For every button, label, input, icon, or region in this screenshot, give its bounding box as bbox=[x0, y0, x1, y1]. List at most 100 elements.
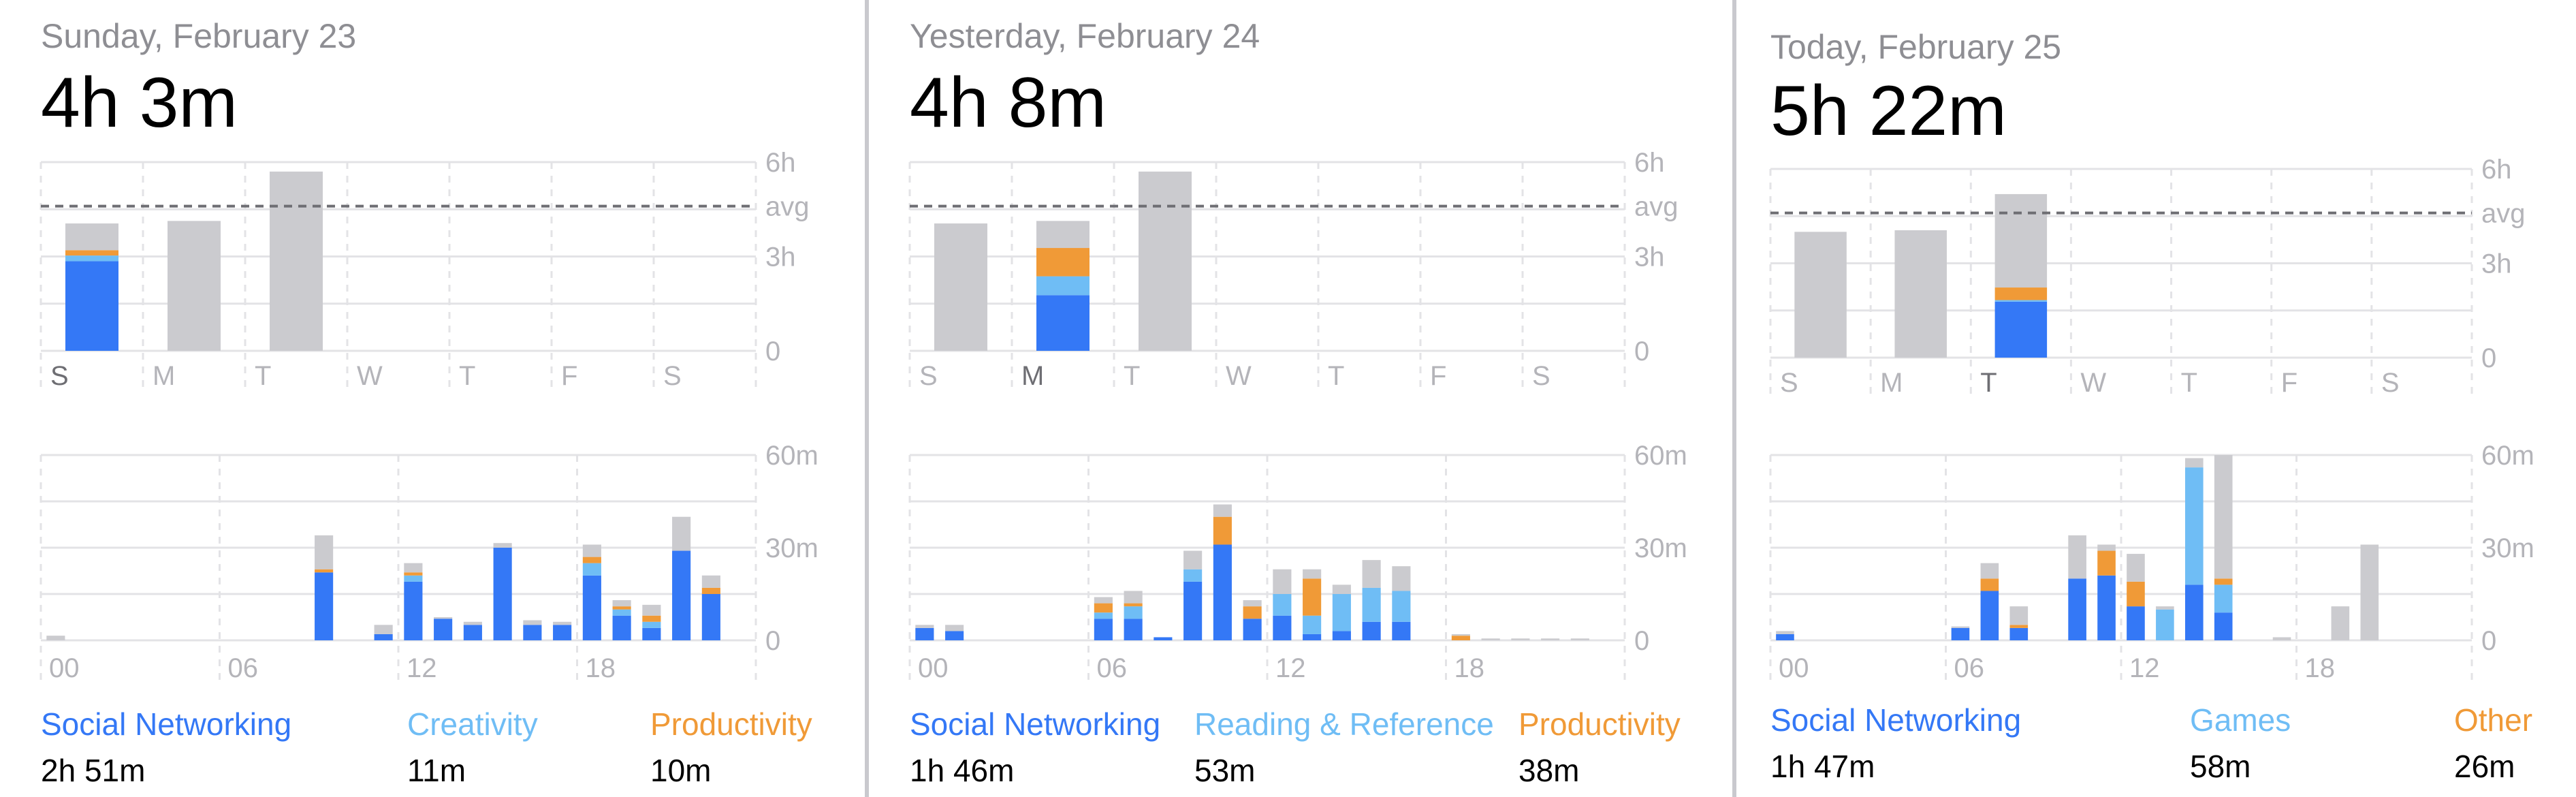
weekly-usage-chart[interactable]: 6h avg 3h 0 S M T W T F S bbox=[0, 148, 865, 402]
hourly-bar-gray bbox=[701, 575, 720, 588]
legend-category-time: 26m bbox=[2454, 749, 2515, 784]
weekly-y-tick-label: 6h bbox=[1634, 148, 1665, 178]
legend-category-time: 10m bbox=[650, 753, 712, 788]
hourly-bar-gray bbox=[374, 625, 393, 634]
hourly-bar-gray bbox=[1332, 584, 1351, 594]
weekly-day-label: S bbox=[919, 361, 938, 391]
hourly-bar-orange bbox=[2009, 625, 2029, 628]
weekly-bar-blue bbox=[1036, 295, 1090, 351]
weekly-day-label: S bbox=[1780, 368, 1798, 398]
legend-item-3: Productivity 38m bbox=[1518, 706, 1681, 789]
hourly-bar-gray bbox=[1570, 638, 1589, 640]
hourly-x-tick-label: 00 bbox=[49, 653, 80, 683]
weekly-usage-chart[interactable]: 6h avg 3h 0 S M T W T F S bbox=[1736, 155, 2576, 409]
hourly-bar-orange bbox=[1124, 603, 1143, 607]
hourly-bar-blue bbox=[1124, 619, 1143, 640]
weekly-y-tick-label: 3h bbox=[2481, 249, 2512, 279]
panel-total-time: 4h 8m bbox=[910, 63, 1107, 142]
hourly-bar-blue bbox=[2097, 575, 2116, 640]
hourly-bar-orange bbox=[1213, 516, 1232, 545]
hourly-bar-orange bbox=[701, 587, 720, 594]
weekly-bar-lightblue bbox=[65, 255, 118, 262]
weekly-bar-gray bbox=[1139, 171, 1192, 351]
hourly-bar-gray bbox=[1392, 566, 1411, 591]
hourly-bar-blue bbox=[1332, 631, 1351, 640]
weekly-y-tick-label: 0 bbox=[1634, 337, 1649, 366]
hourly-bar-blue bbox=[915, 627, 934, 640]
panel-divider bbox=[865, 0, 869, 797]
hourly-bar-lightblue bbox=[612, 609, 631, 616]
panel-total-time: 4h 3m bbox=[41, 63, 238, 142]
legend-category-name: Productivity bbox=[650, 706, 812, 742]
hourly-bar-gray bbox=[2068, 535, 2086, 579]
panel-date: Yesterday, February 24 bbox=[910, 17, 1260, 55]
weekly-bar-gray bbox=[65, 223, 118, 251]
hourly-bar-orange bbox=[404, 572, 423, 576]
hourly-bar-blue bbox=[945, 631, 964, 640]
hourly-bar-gray bbox=[1243, 600, 1262, 607]
weekly-day-label: M bbox=[153, 361, 175, 391]
legend-item-3: Other 26m bbox=[2454, 702, 2532, 785]
hourly-x-tick-label: 12 bbox=[1275, 653, 1306, 683]
hourly-bar-orange bbox=[612, 606, 631, 610]
weekly-day-label: T bbox=[459, 361, 475, 391]
hourly-bar-blue bbox=[523, 625, 542, 640]
hourly-x-tick-label: 12 bbox=[407, 653, 437, 683]
weekly-usage-chart[interactable]: 6h avg 3h 0 S M T W T F S bbox=[869, 148, 1732, 402]
weekly-bar-gray bbox=[1894, 230, 1947, 358]
legend-category-name: Creativity bbox=[407, 706, 538, 742]
day-panel-yesterday[interactable]: Yesterday, February 24 4h 8m 6h avg 3h 0 S M T… bbox=[869, 0, 1732, 797]
hourly-bar-gray bbox=[582, 544, 601, 557]
hourly-bar-blue bbox=[701, 594, 720, 640]
legend-category-time: 2h 51m bbox=[41, 753, 146, 788]
legend-category-name: Games bbox=[2190, 702, 2291, 738]
hourly-x-tick-label: 18 bbox=[2305, 653, 2336, 683]
hourly-bar-blue bbox=[1392, 621, 1411, 640]
hourly-bar-gray bbox=[2009, 606, 2029, 625]
day-panel-today[interactable]: Today, February 25 5h 22m 6h avg 3h 0 S M T W T F… bbox=[1736, 0, 2576, 797]
hourly-bar-gray bbox=[1541, 638, 1560, 640]
hourly-bar-orange bbox=[2127, 581, 2145, 607]
hourly-bar-blue bbox=[582, 575, 601, 640]
hourly-bar-orange bbox=[2214, 578, 2233, 585]
weekly-day-label: T bbox=[255, 361, 271, 391]
weekly-bar-blue bbox=[1994, 301, 2048, 358]
hourly-bar-gray bbox=[1776, 631, 1794, 634]
hourly-x-tick-label: 00 bbox=[918, 653, 949, 683]
weekly-day-label: F bbox=[561, 361, 577, 391]
hourly-bar-gray bbox=[493, 543, 512, 548]
hourly-bar-blue bbox=[404, 581, 423, 640]
hourly-bar-blue bbox=[1094, 619, 1113, 640]
hourly-bar-blue bbox=[434, 619, 453, 640]
hourly-bar-blue bbox=[1776, 634, 1794, 640]
hourly-bar-gray bbox=[945, 625, 964, 631]
hourly-bar-orange bbox=[2097, 550, 2116, 576]
hourly-bar-blue bbox=[1980, 591, 1999, 640]
hourly-x-tick-label: 06 bbox=[228, 653, 259, 683]
hourly-bar-gray bbox=[2272, 637, 2291, 640]
hourly-bar-blue bbox=[2068, 578, 2086, 640]
hourly-bar-gray bbox=[612, 600, 631, 607]
hourly-x-tick-label: 06 bbox=[1954, 653, 1985, 683]
legend-category-name: Productivity bbox=[1518, 706, 1681, 742]
hourly-x-tick-label: 18 bbox=[586, 653, 616, 683]
weekly-y-tick-label: 3h bbox=[1634, 243, 1665, 272]
day-panel-sunday[interactable]: Sunday, February 23 4h 3m 6h avg 3h 0 S M T W T F… bbox=[0, 0, 865, 797]
hourly-y-tick-label: 0 bbox=[765, 626, 780, 656]
legend-category-name: Social Networking bbox=[41, 706, 292, 742]
panel-date: Today, February 25 bbox=[1770, 28, 2062, 66]
weekly-bar-lightblue bbox=[1994, 300, 2048, 302]
weekly-bar-gray bbox=[1794, 232, 1847, 358]
weekly-y-tick-label: avg bbox=[2481, 199, 2526, 229]
weekly-day-label: M bbox=[1021, 361, 1044, 391]
hourly-bar-gray bbox=[2331, 606, 2350, 640]
hourly-bar-blue bbox=[1362, 621, 1381, 640]
hourly-bar-lightblue bbox=[1094, 612, 1113, 619]
hourly-y-tick-label: 30m bbox=[765, 533, 818, 563]
hourly-bar-gray bbox=[672, 516, 691, 551]
hourly-bar-gray bbox=[1094, 597, 1113, 604]
hourly-bar-lightblue bbox=[2214, 584, 2233, 613]
